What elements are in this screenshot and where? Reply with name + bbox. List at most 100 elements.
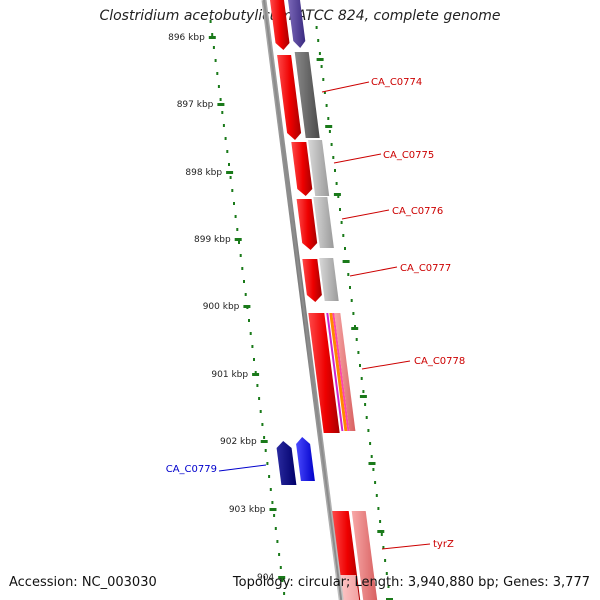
ruler-dot: [387, 585, 390, 588]
ruler-dot: [330, 143, 333, 146]
cog-track: [332, 313, 350, 431]
gene-label-lines: [218, 81, 431, 550]
ruler-dot: [211, 33, 214, 36]
label-leader-line: [349, 266, 398, 277]
gene-label: CA_C0778: [414, 356, 465, 367]
ruler-dot: [274, 527, 277, 530]
ruler-dot: [226, 150, 229, 153]
cds-forward: [277, 55, 302, 140]
ruler-dot: [281, 579, 284, 582]
backbone: [261, 0, 344, 600]
cog-track: [319, 258, 339, 301]
ruler-tick: [226, 171, 234, 174]
ruler-dot: [231, 189, 234, 192]
kbp-label: 899 kbp: [194, 235, 231, 245]
ruler-dot: [337, 195, 340, 198]
ruler-dot: [370, 455, 373, 458]
ruler-dot: [349, 286, 351, 289]
gene-label: CA_C0775: [383, 150, 434, 161]
gene-label: CA_C0774: [371, 77, 422, 88]
ruler-dot: [269, 488, 272, 491]
label-leader-line: [341, 209, 390, 220]
ruler-dot: [382, 546, 385, 549]
ruler-dot: [384, 559, 387, 562]
ruler-dot: [325, 104, 328, 107]
kbp-label: 897 kbp: [177, 100, 214, 110]
ruler-dot: [253, 358, 255, 361]
ruler-dot: [264, 449, 267, 452]
ruler-track: [209, 20, 392, 600]
ruler-tick: [243, 305, 251, 308]
ruler-tick: [359, 395, 367, 398]
ruler-tick: [217, 103, 225, 106]
ruler-dot: [236, 228, 239, 231]
ruler-dot: [258, 397, 261, 400]
ruler-dot: [233, 202, 235, 205]
ruler-dot: [347, 273, 350, 276]
ruler-dot: [263, 436, 266, 439]
ruler-dot: [374, 481, 377, 484]
gene-features: [270, 0, 378, 600]
cds-reverse: [296, 437, 315, 481]
ruler-dot: [362, 390, 365, 393]
cds-forward: [308, 313, 340, 433]
ruler-dot: [216, 72, 219, 75]
ruler-dot: [377, 507, 380, 510]
ruler-tick: [252, 373, 260, 376]
ruler-dot: [254, 371, 257, 374]
ruler-dot: [209, 20, 212, 23]
ruler-tick: [351, 327, 359, 330]
cds-forward: [296, 199, 318, 250]
ruler-dot: [367, 429, 370, 432]
ruler-dot: [334, 169, 336, 172]
ruler-dot: [248, 319, 250, 322]
ruler-dot: [352, 312, 355, 315]
label-leader-line: [333, 153, 382, 164]
kbp-label: 903 kbp: [229, 505, 266, 515]
ruler-dot: [229, 176, 232, 179]
ruler-dot: [327, 117, 330, 120]
ruler-dot: [249, 332, 252, 335]
ruler-dot: [328, 130, 331, 133]
backbone-core: [263, 0, 343, 600]
ruler-dot: [261, 423, 264, 426]
ruler-dot: [354, 325, 356, 328]
ruler-dot: [365, 416, 368, 419]
ruler-dot: [344, 247, 346, 250]
cds-reverse: [276, 441, 297, 485]
ruler-dot: [350, 299, 353, 302]
ruler-dot: [317, 39, 320, 42]
ruler-dot: [342, 234, 345, 237]
ruler-dot: [335, 182, 338, 185]
ruler-dot: [323, 91, 326, 94]
ruler-dot: [360, 377, 363, 380]
ruler-dot: [222, 124, 225, 127]
ruler-dot: [322, 78, 325, 81]
ruler-dot: [259, 410, 262, 413]
ruler-dot: [241, 267, 244, 270]
ruler-tick: [208, 36, 216, 39]
ruler-dot: [359, 364, 361, 367]
cog-track: [308, 140, 330, 196]
ruler-dot: [283, 592, 286, 595]
cog-track: [351, 511, 378, 600]
ruler-dot: [214, 59, 217, 62]
gene-label: tyrZ: [433, 539, 454, 550]
cog-track: [313, 197, 334, 248]
ruler-dot: [364, 403, 367, 406]
ruler-tick: [269, 508, 277, 511]
ruler-tick: [377, 530, 385, 533]
ruler-dot: [379, 520, 382, 523]
ruler-dot: [357, 351, 360, 354]
ruler-dot: [256, 384, 259, 387]
accession-text: Accession: NC_003030: [9, 575, 157, 590]
ruler-dot: [385, 572, 388, 575]
ruler-dot: [369, 442, 372, 445]
cds-forward: [302, 259, 322, 302]
ruler-tick: [260, 440, 268, 443]
kbp-label: 901 kbp: [211, 370, 248, 380]
kbp-label: 898 kbp: [185, 168, 222, 178]
label-leader-line: [381, 543, 431, 550]
ruler-tick: [234, 238, 242, 241]
ruler-dot: [251, 345, 254, 348]
